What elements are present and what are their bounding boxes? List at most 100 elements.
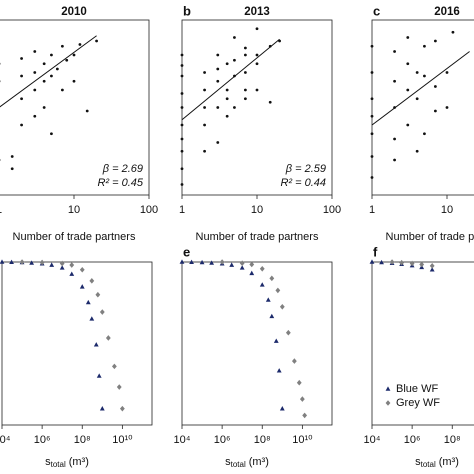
marker-dot xyxy=(370,132,374,136)
marker-triangle xyxy=(199,259,205,265)
marker-dot xyxy=(33,114,37,118)
marker-diamond xyxy=(79,266,85,273)
panel-letter: b xyxy=(183,3,191,18)
marker-dot xyxy=(180,92,184,95)
marker-dot xyxy=(393,50,396,53)
x-tick-label: 10¹⁰ xyxy=(292,434,313,446)
x-tick-label: 10⁴ xyxy=(174,434,191,446)
x-tick-label: 10¹⁰ xyxy=(112,434,133,446)
marker-dot xyxy=(180,137,184,141)
marker-dot xyxy=(243,88,247,92)
panel-letter: c xyxy=(373,3,380,18)
marker-dot xyxy=(370,114,374,118)
marker-dot xyxy=(423,132,426,136)
marker-dot xyxy=(203,149,206,153)
x-axis-label: stotal (m³) xyxy=(415,456,459,469)
marker-diamond xyxy=(302,412,308,419)
annotation: β = 2.59 xyxy=(285,163,326,175)
marker-dot xyxy=(20,97,23,101)
marker-diamond xyxy=(399,259,405,266)
marker-dot xyxy=(180,53,184,57)
marker-dot xyxy=(55,67,59,71)
marker-dot xyxy=(20,123,23,127)
marker-triangle xyxy=(273,338,279,343)
marker-dot xyxy=(60,44,64,48)
marker-dot xyxy=(60,88,64,92)
marker-diamond xyxy=(239,260,245,267)
marker-diamond xyxy=(219,259,225,265)
marker-diamond xyxy=(269,275,275,282)
marker-dot xyxy=(423,74,426,78)
marker-diamond xyxy=(275,287,281,294)
marker-triangle xyxy=(249,270,255,276)
x-tick-label: 1 xyxy=(0,204,2,216)
marker-dot xyxy=(370,44,374,48)
x-axis-label: stotal (m³) xyxy=(225,456,269,469)
annotation: β = 2.69 xyxy=(102,163,143,175)
marker-dot xyxy=(180,106,184,109)
marker-dot xyxy=(180,74,184,78)
x-axis-label: stotal (m³) xyxy=(45,456,89,469)
marker-dot xyxy=(415,97,419,101)
marker-dot xyxy=(72,53,76,57)
marker-diamond xyxy=(69,262,75,268)
marker-dot xyxy=(233,36,236,39)
marker-dot xyxy=(216,79,220,83)
marker-dot xyxy=(33,50,37,53)
marker-diamond xyxy=(119,405,125,412)
x-label-unit: (m³) xyxy=(439,456,459,468)
marker-dot xyxy=(406,123,410,127)
marker-dot xyxy=(20,74,23,78)
marker-triangle xyxy=(93,342,99,347)
marker-dot xyxy=(415,71,419,74)
marker-triangle xyxy=(279,406,285,411)
panel-letter: e xyxy=(183,244,190,259)
annotation: R² = 0.45 xyxy=(97,177,143,189)
marker-dot xyxy=(233,58,236,62)
marker-triangle xyxy=(179,259,185,264)
marker-dot xyxy=(50,132,53,136)
marker-dot xyxy=(180,183,184,186)
fit-line xyxy=(371,51,470,126)
marker-triangle xyxy=(239,265,245,270)
marker-dot xyxy=(50,53,53,57)
marker-dot xyxy=(370,71,374,74)
marker-dot xyxy=(406,88,410,92)
marker-dot xyxy=(243,53,247,57)
marker-dot xyxy=(180,64,184,67)
marker-dot xyxy=(370,155,374,158)
x-label-main: s xyxy=(45,456,51,468)
marker-dot xyxy=(203,71,206,74)
annotation: R² = 0.44 xyxy=(280,177,326,189)
marker-triangle xyxy=(189,259,194,265)
chart-title: 2013 xyxy=(244,6,270,18)
x-tick-label: 10⁴ xyxy=(364,434,381,446)
marker-dot xyxy=(393,158,396,162)
marker-triangle xyxy=(59,265,65,270)
marker-dot xyxy=(42,106,46,109)
marker-dot xyxy=(225,114,229,118)
marker-dot xyxy=(33,88,37,92)
x-tick-label: 10⁶ xyxy=(404,434,421,446)
marker-diamond xyxy=(419,261,425,268)
marker-diamond xyxy=(249,261,255,268)
marker-dot xyxy=(50,74,53,78)
marker-dot xyxy=(216,67,220,71)
marker-dot xyxy=(225,97,229,101)
marker-dot xyxy=(370,176,374,179)
marker-dot xyxy=(180,123,184,127)
marker-dot xyxy=(243,46,247,50)
marker-diamond xyxy=(299,396,305,402)
marker-diamond xyxy=(105,335,111,341)
x-tick-label: 1 xyxy=(179,204,185,216)
marker-diamond xyxy=(99,309,105,315)
marker-dot xyxy=(203,106,206,109)
marker-dot xyxy=(95,39,98,43)
marker-dot xyxy=(406,62,410,66)
marker-diamond xyxy=(285,329,291,336)
marker-triangle xyxy=(276,368,282,373)
plot-frame xyxy=(371,19,474,196)
x-label-sub: total xyxy=(51,460,66,469)
x-label-unit: (m³) xyxy=(249,456,269,468)
x-tick-label: 10 xyxy=(441,204,453,216)
